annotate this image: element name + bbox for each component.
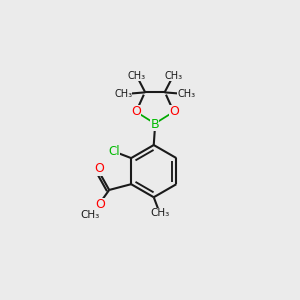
Text: CH₃: CH₃ <box>128 71 146 81</box>
Text: CH₃: CH₃ <box>150 208 169 218</box>
Text: CH₃: CH₃ <box>80 210 99 220</box>
Text: Cl: Cl <box>109 145 120 158</box>
Text: B: B <box>151 118 159 131</box>
Text: O: O <box>94 162 104 176</box>
Text: CH₃: CH₃ <box>178 89 196 99</box>
Text: O: O <box>95 199 105 212</box>
Text: O: O <box>131 105 141 118</box>
Text: O: O <box>169 105 179 118</box>
Text: CH₃: CH₃ <box>164 71 182 81</box>
Text: CH₃: CH₃ <box>114 89 132 99</box>
